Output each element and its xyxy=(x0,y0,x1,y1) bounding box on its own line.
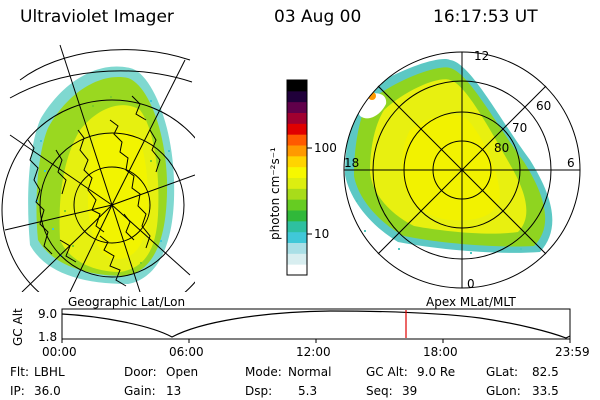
colorbar-cell xyxy=(287,155,307,168)
colorbar-cell xyxy=(287,242,307,254)
colorbar-cell xyxy=(287,199,307,211)
gcalt-value: 9.0 Re xyxy=(417,365,455,379)
colorbar-cell xyxy=(287,264,307,276)
mlat-label-70: 70 xyxy=(512,121,527,135)
door-label: Door: xyxy=(124,365,157,379)
orbit-xtick-2359: 23:59 xyxy=(555,345,590,359)
mode-value: Normal xyxy=(288,365,331,379)
gain-label: Gain: xyxy=(124,384,156,398)
orbit-xtick-0600: 06:00 xyxy=(169,345,204,359)
date-label: 03 Aug 00 xyxy=(274,7,362,27)
colorbar-cell xyxy=(287,134,307,146)
mlt-label-6: 6 xyxy=(567,156,575,170)
mlt-label-12: 12 xyxy=(474,49,489,63)
orbit-xtick-0000: 00:00 xyxy=(42,345,77,359)
geographic-image xyxy=(1,44,195,292)
colorbar-tick-label-100: 100 xyxy=(314,141,337,155)
mlt-label-0: 0 xyxy=(467,277,475,291)
right-noise-speckles xyxy=(352,160,522,254)
right-panel-label: Apex MLat/MLT xyxy=(426,295,516,309)
orbit-ytick-high: 9.0 xyxy=(38,307,57,321)
seq-value: 39 xyxy=(402,384,417,398)
orbit-ylabel: GC Alt xyxy=(11,308,25,346)
colorbar-unit-label: photon cm⁻²s⁻¹ xyxy=(268,147,282,240)
colorbar-tick-label-10: 10 xyxy=(314,227,329,241)
ip-label: IP: xyxy=(10,384,25,398)
mlat-label-80: 80 xyxy=(494,141,509,155)
colorbar-cell xyxy=(287,210,307,222)
orbit-altitude-curve xyxy=(61,310,571,339)
door-value: Open xyxy=(166,365,198,379)
mlat-label-60: 60 xyxy=(536,99,551,113)
colorbar-cell xyxy=(287,101,307,113)
colorbar-cell xyxy=(287,188,307,200)
glat-label: GLat: xyxy=(486,365,518,379)
left-graticule xyxy=(1,44,195,292)
mlt-label-18: 18 xyxy=(344,156,359,170)
apex-image: 12 18 6 0 60 70 80 xyxy=(343,49,581,291)
flt-value: LBHL xyxy=(34,365,65,379)
colorbar-cell xyxy=(287,231,307,243)
colorbar-frame xyxy=(286,79,308,276)
flt-label: Flt: xyxy=(10,365,29,379)
gain-value: 13 xyxy=(166,384,181,398)
colorbar-cells xyxy=(287,80,307,276)
mode-label: Mode: xyxy=(245,365,282,379)
colorbar-cell xyxy=(287,177,307,189)
colorbar-cell xyxy=(287,253,307,265)
left-coastlines xyxy=(27,95,161,287)
colorbar-cell xyxy=(287,220,307,233)
colorbar-cell xyxy=(287,112,307,124)
orbit-xtick-1800: 18:00 xyxy=(423,345,458,359)
colorbar-cell xyxy=(287,145,307,157)
right-polar-grid xyxy=(343,51,581,289)
right-aurora-core xyxy=(402,114,500,221)
orbit-ytick-low: 1.8 xyxy=(38,330,57,344)
dsp-value: 5.3 xyxy=(298,384,317,398)
colorbar-cell xyxy=(287,80,307,92)
instrument-title: Ultraviolet Imager xyxy=(20,7,174,27)
glat-value: 82.5 xyxy=(532,365,559,379)
left-panel-label: Geographic Lat/Lon xyxy=(68,295,185,309)
colorbar-cell xyxy=(287,90,307,103)
dsp-label: Dsp: xyxy=(245,384,272,398)
orbit-plot xyxy=(61,308,571,343)
gcalt-label: GC Alt: xyxy=(366,365,408,379)
colorbar-cell xyxy=(287,123,307,135)
info-panel: Flt: LBHL Door: Open Mode: Normal GC Alt… xyxy=(10,365,559,398)
orbit-xtick-1200: 12:00 xyxy=(296,345,331,359)
seq-label: Seq: xyxy=(366,384,393,398)
colorbar-cell xyxy=(287,166,307,178)
glon-label: GLon: xyxy=(486,384,521,398)
left-green-speckles xyxy=(64,96,152,264)
colorbar: 100 10 photon cm⁻²s⁻¹ xyxy=(268,79,337,276)
ip-value: 36.0 xyxy=(34,384,61,398)
orbit-plot-frame xyxy=(61,308,571,340)
glon-value: 33.5 xyxy=(532,384,559,398)
time-label: 16:17:53 UT xyxy=(433,7,538,27)
orbit-x-ticks xyxy=(61,339,571,343)
